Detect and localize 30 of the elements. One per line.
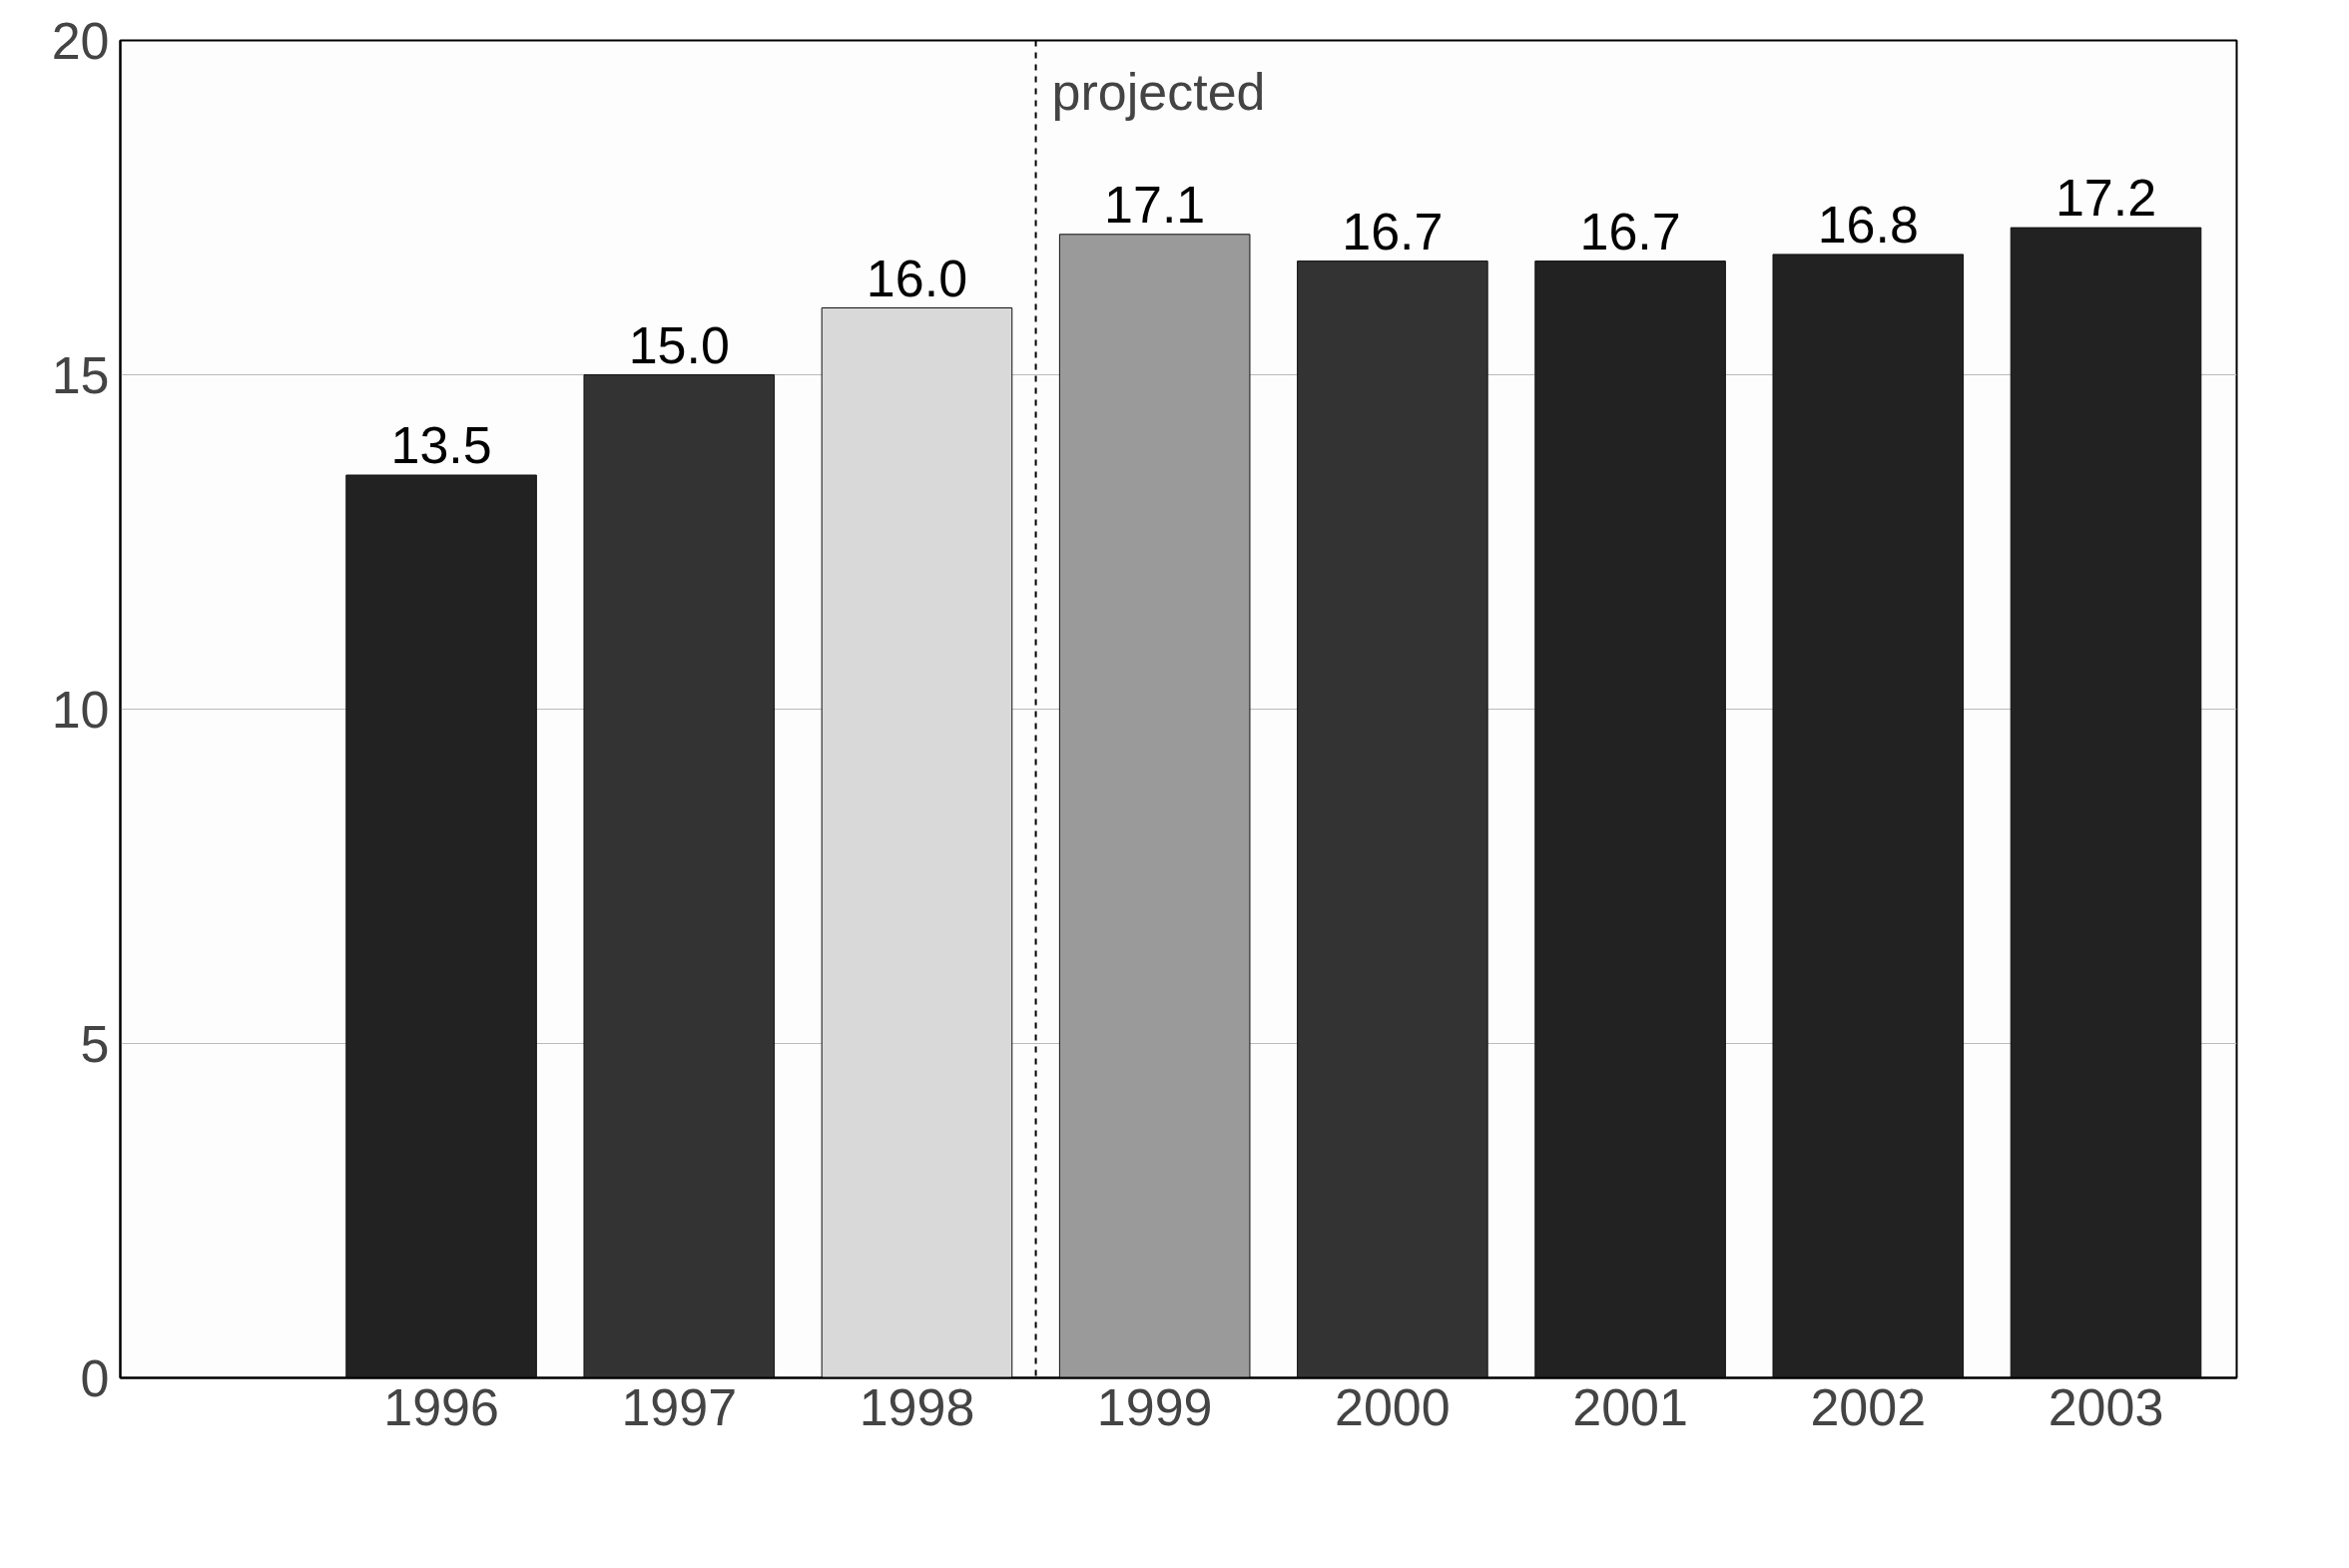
x-tick-label: 1999 xyxy=(1096,1377,1213,1436)
y-tick-label: 0 xyxy=(80,1348,110,1407)
x-tick-label: 1998 xyxy=(859,1377,975,1436)
data-label: 13.5 xyxy=(390,416,492,474)
bar xyxy=(1058,234,1251,1378)
bar xyxy=(2010,227,2202,1378)
data-label: 15.0 xyxy=(628,315,730,374)
ref-line-label: projected xyxy=(1051,62,1266,121)
x-tick-label: 2000 xyxy=(1335,1377,1451,1436)
data-label: 16.7 xyxy=(1342,202,1444,261)
x-tick-label: 2003 xyxy=(2048,1377,2164,1436)
y-tick-label: 5 xyxy=(80,1014,110,1073)
x-tick-label: 1997 xyxy=(621,1377,738,1436)
y-tick-label: 15 xyxy=(51,345,110,404)
x-tick-label: 1996 xyxy=(383,1377,499,1436)
data-label: 17.1 xyxy=(1104,175,1206,234)
bar xyxy=(345,474,537,1378)
data-label: 16.8 xyxy=(1817,195,1919,254)
bar xyxy=(1772,254,1965,1378)
bar xyxy=(1534,261,1726,1378)
bar xyxy=(821,307,1013,1378)
data-label: 16.7 xyxy=(1579,202,1681,261)
data-label: 17.2 xyxy=(2055,169,2157,228)
y-tick-label: 10 xyxy=(51,680,110,739)
x-tick-label: 2002 xyxy=(1810,1377,1927,1436)
bar xyxy=(1297,261,1488,1378)
bar xyxy=(583,374,776,1378)
data-label: 16.0 xyxy=(866,249,968,307)
y-tick-label: 20 xyxy=(51,11,110,70)
x-tick-label: 2001 xyxy=(1572,1377,1688,1436)
